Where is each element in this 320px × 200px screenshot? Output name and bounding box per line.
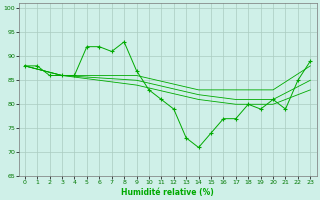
X-axis label: Humidité relative (%): Humidité relative (%) bbox=[121, 188, 214, 197]
